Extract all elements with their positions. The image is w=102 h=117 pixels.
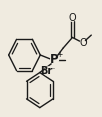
Circle shape [80, 40, 85, 45]
Text: P: P [50, 53, 59, 66]
Text: O: O [79, 38, 87, 48]
Circle shape [45, 67, 52, 76]
Text: O: O [69, 13, 76, 23]
Text: ⁻: ⁻ [51, 66, 55, 75]
Text: +: + [56, 50, 63, 58]
Circle shape [51, 55, 58, 64]
Circle shape [70, 16, 75, 21]
Text: Br: Br [40, 66, 53, 76]
